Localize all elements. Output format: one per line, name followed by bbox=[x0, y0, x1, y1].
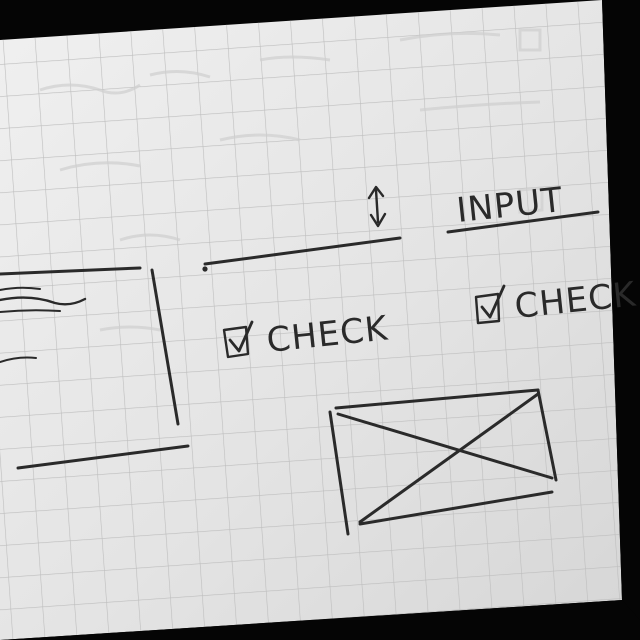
left-panel-sketch bbox=[0, 266, 190, 470]
sketch bbox=[0, 185, 600, 536]
image-placeholder-sketch bbox=[328, 388, 558, 536]
checkbox-right-sketch bbox=[474, 284, 506, 325]
stepper-field-sketch bbox=[202, 185, 402, 272]
checkbox-left-sketch bbox=[222, 320, 254, 359]
stepper-arrows-icon bbox=[367, 185, 387, 228]
ghost-marks bbox=[39, 28, 544, 332]
input-field-sketch bbox=[446, 210, 600, 234]
